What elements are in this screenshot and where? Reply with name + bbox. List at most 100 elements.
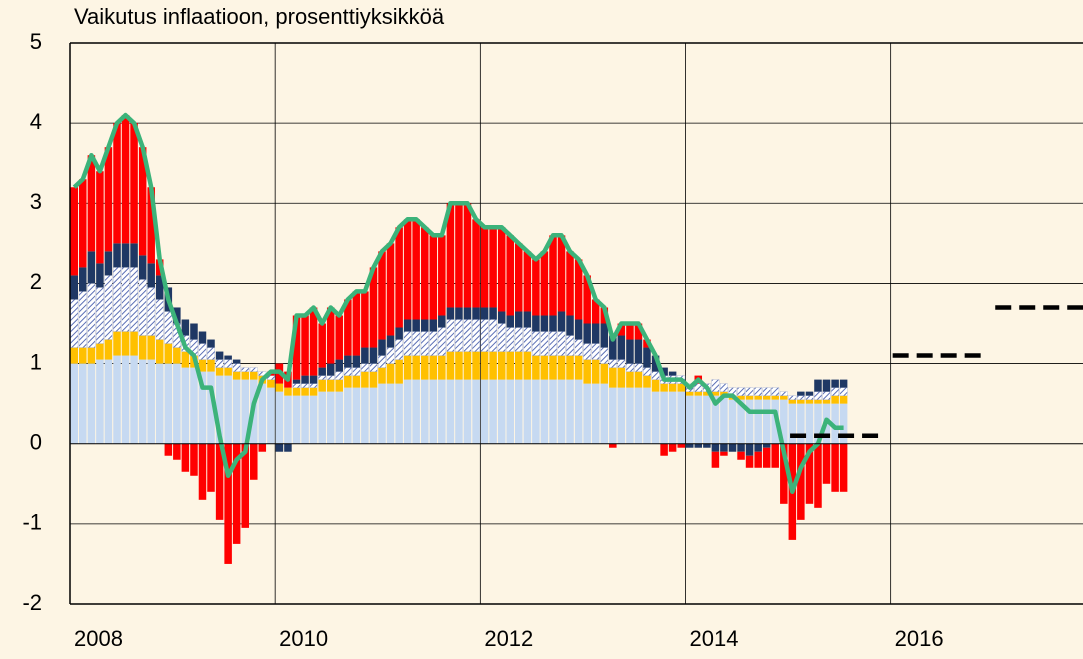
bar-segment bbox=[326, 307, 335, 364]
bar-segment bbox=[771, 443, 779, 468]
bar-segment bbox=[104, 339, 113, 360]
bar-segment bbox=[412, 219, 420, 320]
bar-segment bbox=[344, 387, 352, 444]
bar-segment bbox=[685, 443, 694, 448]
bar-segment bbox=[617, 359, 626, 368]
bar-segment bbox=[762, 395, 771, 400]
bar-segment bbox=[181, 443, 190, 472]
bar-segment bbox=[309, 387, 318, 396]
bar-segment bbox=[814, 391, 822, 400]
bar-segment bbox=[421, 227, 429, 320]
y-tick-label: 0 bbox=[30, 430, 42, 455]
bar-segment bbox=[318, 391, 326, 444]
bar-segment bbox=[87, 251, 96, 284]
bar-segment bbox=[805, 403, 814, 444]
bar-segment bbox=[660, 367, 668, 376]
bar-segment bbox=[532, 315, 540, 332]
bar-segment bbox=[685, 391, 694, 396]
bar-segment bbox=[352, 387, 361, 444]
bar-segment bbox=[591, 299, 600, 324]
bar-segment bbox=[395, 339, 404, 360]
bar-segment bbox=[455, 307, 463, 320]
bar-segment bbox=[506, 351, 514, 380]
bar-segment bbox=[463, 319, 472, 352]
bar-segment bbox=[566, 251, 574, 316]
bar-segment bbox=[343, 367, 352, 376]
bar-segment bbox=[762, 399, 771, 444]
bar-segment bbox=[728, 399, 737, 444]
bar-segment bbox=[215, 375, 224, 444]
bar-segment bbox=[224, 359, 233, 368]
bar-segment bbox=[284, 395, 292, 444]
y-tick-label: 4 bbox=[30, 109, 42, 134]
bar-segment bbox=[472, 307, 480, 320]
bar-segment bbox=[386, 383, 395, 444]
bar-segment bbox=[540, 331, 549, 356]
bar-segment bbox=[275, 383, 284, 392]
bar-segment bbox=[634, 387, 643, 444]
bar-segment bbox=[609, 367, 617, 388]
bar-segment bbox=[480, 307, 489, 320]
bar-segment bbox=[771, 395, 779, 400]
bar-segment bbox=[634, 323, 643, 340]
bar-segment bbox=[438, 235, 446, 316]
bar-segment bbox=[386, 335, 395, 348]
bar-segment bbox=[745, 387, 754, 396]
bar-segment bbox=[369, 371, 378, 388]
bar-segment bbox=[711, 379, 720, 392]
bar-segment bbox=[403, 379, 412, 444]
bar-segment bbox=[429, 235, 438, 320]
bar-segment bbox=[378, 339, 386, 356]
bar-segment bbox=[258, 443, 267, 452]
bar-segment bbox=[540, 251, 549, 316]
bar-segment bbox=[608, 359, 617, 368]
bar-segment bbox=[429, 319, 438, 332]
bar-segment bbox=[497, 379, 506, 444]
bar-segment bbox=[378, 355, 386, 368]
bar-segment bbox=[668, 443, 677, 452]
bar-segment bbox=[155, 363, 164, 444]
bar-segment bbox=[497, 311, 506, 324]
bar-segment bbox=[600, 347, 609, 364]
bar-segment bbox=[369, 387, 378, 444]
bar-segment bbox=[514, 379, 523, 444]
bar-segment bbox=[591, 323, 600, 344]
bar-segment bbox=[155, 275, 164, 300]
bar-segment bbox=[250, 443, 258, 480]
bar-segment bbox=[360, 363, 369, 372]
bar-segment bbox=[514, 243, 523, 312]
bar-segment bbox=[814, 399, 822, 404]
bar-segment bbox=[318, 375, 327, 380]
bar-segment bbox=[497, 227, 506, 312]
chart-title: Vaikutus inflaatioon, prosenttiyksikköä bbox=[74, 4, 445, 29]
bar-segment bbox=[600, 383, 609, 444]
bar-segment bbox=[617, 323, 626, 336]
bar-segment bbox=[617, 367, 626, 388]
bar-segment bbox=[583, 275, 591, 324]
bar-segment bbox=[318, 367, 326, 376]
bar-segment bbox=[489, 319, 498, 352]
bar-segment bbox=[489, 307, 497, 320]
bar-segment bbox=[617, 335, 626, 360]
x-tick-label: 2014 bbox=[689, 626, 738, 651]
bar-segment bbox=[566, 355, 574, 380]
bar-segment bbox=[822, 379, 831, 392]
bar-segment bbox=[805, 443, 814, 504]
bar-segment bbox=[138, 359, 147, 444]
bar-segment bbox=[215, 367, 224, 376]
bar-segment bbox=[395, 359, 403, 384]
bar-segment bbox=[711, 451, 720, 468]
bar-segment bbox=[181, 367, 190, 444]
bar-segment bbox=[446, 351, 455, 380]
bar-segment bbox=[352, 355, 361, 368]
bar-segment bbox=[506, 235, 514, 316]
bar-segment bbox=[822, 391, 831, 400]
bar-segment bbox=[267, 379, 275, 388]
bar-segment bbox=[232, 371, 241, 380]
bar-segment bbox=[87, 347, 96, 364]
bar-segment bbox=[113, 267, 121, 332]
bar-segment bbox=[754, 451, 762, 468]
bar-segment bbox=[198, 371, 207, 444]
bar-segment bbox=[164, 443, 173, 456]
